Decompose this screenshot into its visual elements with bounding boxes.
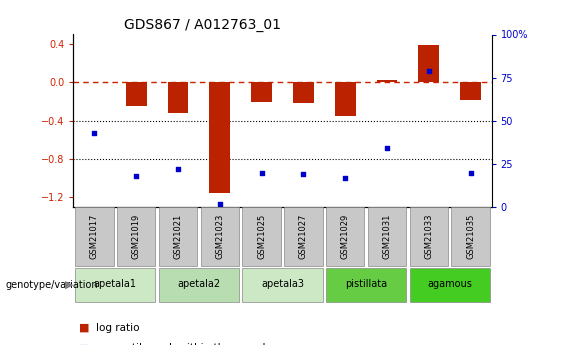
Bar: [167, 82, 189, 113]
Point: [173, 166, 182, 172]
Text: GSM21021: GSM21021: [173, 214, 182, 259]
Point: [257, 170, 266, 175]
Bar: [117, 207, 155, 266]
Bar: [326, 268, 406, 302]
Bar: [201, 207, 239, 266]
Text: log ratio: log ratio: [96, 323, 140, 333]
Text: GSM21035: GSM21035: [466, 214, 475, 259]
Bar: [242, 207, 281, 266]
Text: GSM21033: GSM21033: [424, 214, 433, 259]
Bar: [242, 268, 323, 302]
Bar: [293, 82, 314, 104]
Bar: [368, 207, 406, 266]
Text: apetala2: apetala2: [177, 279, 220, 289]
Bar: [418, 45, 440, 82]
Point: [132, 173, 141, 179]
Text: GSM21017: GSM21017: [90, 214, 99, 259]
Text: ■: ■: [79, 344, 90, 345]
Text: genotype/variation: genotype/variation: [6, 280, 98, 289]
Bar: [159, 268, 239, 302]
Bar: [451, 207, 490, 266]
Bar: [377, 80, 398, 82]
Bar: [410, 207, 448, 266]
Text: agamous: agamous: [427, 279, 472, 289]
Text: GSM21019: GSM21019: [132, 214, 141, 259]
Bar: [326, 207, 364, 266]
Point: [299, 171, 308, 177]
Text: apetala1: apetala1: [94, 279, 137, 289]
Text: GSM21031: GSM21031: [383, 214, 392, 259]
Text: percentile rank within the sample: percentile rank within the sample: [96, 344, 272, 345]
Bar: [159, 207, 197, 266]
Bar: [460, 82, 481, 100]
Bar: [334, 82, 356, 116]
Bar: [209, 82, 231, 193]
Text: GSM21027: GSM21027: [299, 214, 308, 259]
Point: [466, 170, 475, 175]
Text: GSM21023: GSM21023: [215, 214, 224, 259]
Bar: [251, 82, 272, 101]
Bar: [125, 82, 147, 106]
Point: [383, 146, 392, 151]
Bar: [75, 268, 155, 302]
Point: [215, 201, 224, 206]
Point: [90, 130, 99, 136]
Text: apetala3: apetala3: [261, 279, 304, 289]
Bar: [284, 207, 323, 266]
Point: [341, 175, 350, 180]
Bar: [410, 268, 490, 302]
Text: GSM21029: GSM21029: [341, 214, 350, 259]
Text: ■: ■: [79, 323, 90, 333]
Point: [424, 68, 433, 73]
Text: GSM21025: GSM21025: [257, 214, 266, 259]
Text: GDS867 / A012763_01: GDS867 / A012763_01: [124, 18, 281, 32]
Text: pistillata: pistillata: [345, 279, 387, 289]
Bar: [75, 207, 114, 266]
Text: ▶: ▶: [65, 280, 73, 289]
